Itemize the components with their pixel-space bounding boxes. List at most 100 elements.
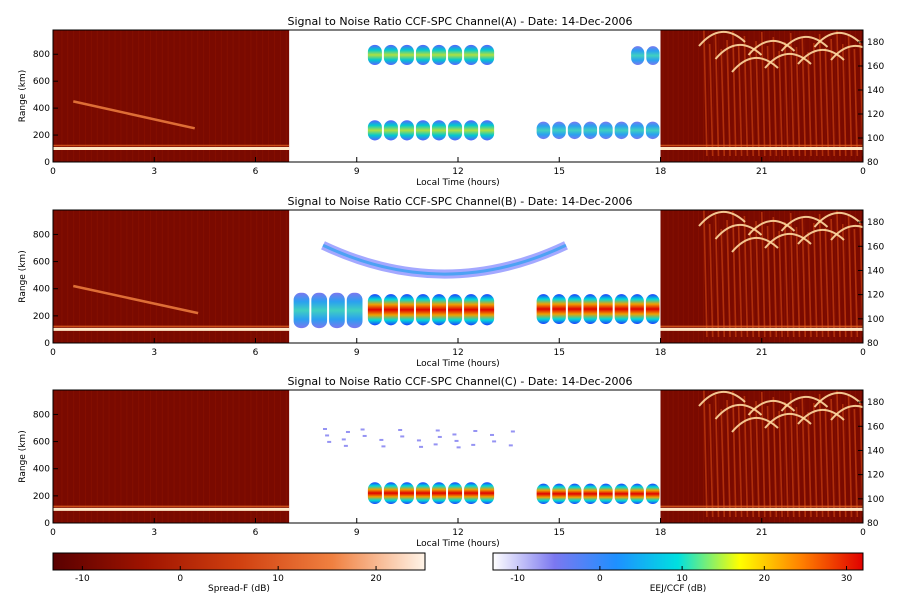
feature-echo-block	[383, 44, 398, 66]
feature-plume-streak	[703, 210, 708, 338]
feature-echo-scatter	[473, 429, 478, 432]
feature-plume-streak	[818, 33, 824, 157]
feature-plume-swirl	[830, 45, 863, 61]
feature-echo-block	[432, 482, 447, 504]
feature-echo-block	[329, 292, 345, 329]
feature-echo-block	[583, 121, 598, 140]
feature-echo-block	[367, 120, 382, 141]
feature-echo-block	[583, 294, 598, 324]
feature-plume-streak	[807, 231, 812, 338]
feature-echo-scatter	[452, 433, 457, 436]
feature-plume-streak	[720, 228, 726, 338]
feature-plume-streak	[708, 403, 714, 518]
y-tick-label-right: 160	[867, 422, 884, 432]
y-tick-label-left: 0	[44, 519, 50, 529]
feature-plume-streak	[824, 407, 830, 518]
x-axis-label: Local Time (hours)	[416, 539, 499, 549]
colorbar-tick-label: 10	[272, 574, 284, 584]
y-tick-label-right: 80	[867, 158, 879, 168]
feature-echo-block	[536, 294, 551, 324]
y-tick-label-left: 0	[44, 158, 50, 168]
feature-echo-block	[464, 44, 479, 66]
feature-plume-swirl	[698, 211, 746, 227]
feature-echo-scatter	[454, 439, 459, 442]
feature-plume-streak	[784, 41, 789, 157]
y-tick-label-left: 600	[33, 77, 50, 87]
feature-plume-streak	[784, 401, 789, 518]
x-tick-label: 3	[151, 167, 157, 177]
feature-plume-streak	[836, 210, 841, 338]
feature-echo-block	[645, 121, 660, 140]
feature-plume-streak	[703, 390, 708, 518]
x-tick-label: 0	[860, 528, 866, 538]
feature-plume-streak	[824, 47, 830, 157]
feature-echo-block	[480, 482, 495, 504]
feature-echo-scatter	[510, 430, 515, 433]
x-tick-label: 0	[860, 348, 866, 358]
y-tick-label-left: 0	[44, 339, 50, 349]
feature-echo-scatter	[379, 438, 384, 441]
feature-echo-trace	[72, 284, 199, 315]
feature-echo-trace	[72, 100, 196, 130]
feature-plume-streak	[778, 230, 783, 338]
y-tick-label-left: 400	[33, 285, 50, 295]
feature-plume-streak	[726, 39, 731, 157]
feature-plume-swirl	[698, 31, 746, 47]
feature-plume-streak	[737, 44, 743, 157]
feature-echo-block	[599, 121, 613, 140]
feature-echo-block	[311, 292, 328, 329]
y-tick-label-right: 180	[867, 38, 884, 48]
feature-plume-swirl	[813, 212, 862, 228]
y-tick-label-right: 100	[867, 315, 884, 325]
feature-echo-block	[567, 294, 582, 324]
feature-plume-streak	[853, 408, 859, 518]
y-tick-label-left: 600	[33, 258, 50, 268]
feature-plume-swirl	[780, 216, 829, 232]
feature-plume-streak	[755, 220, 760, 338]
feature-echo-block	[614, 294, 629, 324]
feature-plume-streak	[755, 400, 760, 518]
feature-plume-streak	[795, 46, 801, 157]
feature-echo-block	[464, 120, 479, 141]
feature-plume-streak	[760, 31, 766, 157]
x-tick-label: 3	[151, 348, 157, 358]
feature-echo-block	[480, 294, 495, 326]
y-tick-label-right: 140	[867, 446, 884, 456]
feature-plume-swirl	[764, 53, 812, 69]
feature-plume-streak	[813, 222, 818, 338]
feature-plume-streak	[813, 402, 818, 518]
y-tick-label-right: 140	[867, 86, 884, 96]
colorbar-label: Spread-F (dB)	[208, 584, 270, 594]
feature-plume-swirl	[797, 229, 845, 245]
feature-echo-block	[645, 294, 660, 324]
feature-plume-swirl	[731, 57, 779, 73]
feature-plume-streak	[708, 223, 714, 338]
feature-echo-scatter	[345, 430, 350, 433]
feature-plume-swirl	[714, 404, 763, 420]
colorbar-label: EEJ/CCF (dB)	[650, 584, 707, 594]
y-tick-label-right: 80	[867, 519, 879, 529]
feature-plume-streak	[714, 214, 720, 338]
plot-area	[53, 390, 863, 523]
colorbar-tick-label: -10	[75, 574, 90, 584]
y-tick-label-right: 100	[867, 495, 884, 505]
feature-plume-streak	[749, 409, 754, 518]
feature-plume-streak	[732, 30, 737, 157]
feature-echo-block	[432, 294, 447, 326]
feature-plume-swirl	[830, 225, 863, 241]
x-tick-label: 3	[151, 528, 157, 538]
y-tick-label-right: 180	[867, 398, 884, 408]
x-tick-label: 6	[253, 167, 259, 177]
feature-plume-swirl	[764, 233, 812, 249]
x-tick-label: 15	[554, 167, 565, 177]
feature-echo-scatter	[471, 443, 476, 446]
feature-echo-arc-core	[322, 243, 567, 276]
feature-echo-block	[480, 120, 495, 141]
feature-echo-block	[583, 483, 598, 504]
feature-plume-streak	[807, 411, 812, 518]
colorbar-strip	[492, 552, 864, 571]
feature-plume-streak	[847, 214, 853, 338]
feature-plume-streak	[807, 51, 812, 157]
feature-plume-streak	[824, 227, 830, 338]
